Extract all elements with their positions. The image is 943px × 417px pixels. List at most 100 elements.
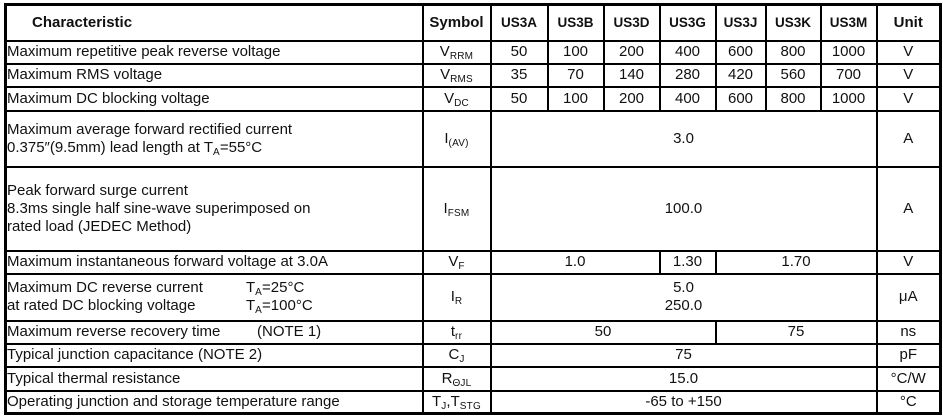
iav-characteristic-line2: 0.375″(9.5mm) lead length at TA=55°C bbox=[7, 138, 263, 158]
ir-value-at-25c: 5.0 bbox=[673, 279, 694, 296]
row-ifsm: Peak forward surge current 8.3ms single … bbox=[4, 165, 942, 252]
header-part-us3d: US3D bbox=[602, 3, 661, 42]
header-characteristic: Characteristic bbox=[4, 3, 424, 42]
vf-characteristic: Maximum instantaneous forward voltage at… bbox=[4, 249, 424, 275]
vrms-value-us3g: 280 bbox=[658, 62, 717, 88]
vf-value-us3j-us3m: 1.70 bbox=[714, 249, 878, 275]
vdc-value-us3m: 1000 bbox=[819, 85, 878, 112]
ifsm-characteristic-line1: Peak forward surge current bbox=[7, 181, 188, 199]
vrms-value-us3d: 140 bbox=[602, 62, 661, 88]
header-row: Characteristic Symbol US3A US3B US3D US3… bbox=[4, 3, 942, 42]
ir-value-at-100c: 250.0 bbox=[664, 297, 703, 314]
vrrm-unit: V bbox=[875, 39, 942, 65]
header-part-us3g: US3G bbox=[658, 3, 717, 42]
vrrm-value-us3a: 50 bbox=[489, 39, 549, 65]
tj-tstg-symbol: TJ,TSTG bbox=[421, 389, 492, 415]
row-ir: Maximum DC reverse current TA=25°C at rat… bbox=[4, 272, 942, 322]
maximum-ratings-table: Characteristic Symbol US3A US3B US3D US3… bbox=[4, 3, 942, 415]
tj-tstg-unit: °C bbox=[875, 389, 942, 415]
vdc-value-us3a: 50 bbox=[489, 85, 549, 112]
vrrm-value-us3d: 200 bbox=[602, 39, 661, 65]
trr-unit: ns bbox=[875, 319, 942, 345]
vdc-value-us3k: 800 bbox=[764, 85, 822, 112]
vf-symbol: VF bbox=[421, 249, 492, 275]
rthjl-value: 15.0 bbox=[489, 365, 878, 392]
header-part-us3m: US3M bbox=[819, 3, 878, 42]
vf-unit: V bbox=[875, 249, 942, 275]
cj-symbol: CJ bbox=[421, 342, 492, 368]
ifsm-characteristic-line3: rated load (JEDEC Method) bbox=[7, 217, 192, 235]
trr-characteristic: Maximum reverse recovery time (NOTE 1) bbox=[4, 319, 424, 345]
iav-value: 3.0 bbox=[489, 109, 878, 168]
row-vrms: Maximum RMS voltage VRMS 35 70 140 280 4… bbox=[4, 62, 942, 88]
trr-value-us3j-us3m: 75 bbox=[714, 319, 878, 345]
row-vrrm: Maximum repetitive peak reverse voltage … bbox=[4, 39, 942, 65]
vrrm-value-us3g: 400 bbox=[658, 39, 717, 65]
iav-characteristic-line1: Maximum average forward rectified curren… bbox=[7, 120, 293, 138]
cj-characteristic: Typical junction capacitance (NOTE 2) bbox=[4, 342, 424, 368]
ir-characteristic-line1: Maximum DC reverse current TA=25°C bbox=[7, 279, 421, 298]
trr-symbol: trr bbox=[421, 319, 492, 345]
vrms-characteristic: Maximum RMS voltage bbox=[4, 62, 424, 88]
iav-unit: A bbox=[875, 109, 942, 168]
trr-characteristic-text: Maximum reverse recovery time bbox=[7, 323, 221, 340]
trr-value-us3a-us3g: 50 bbox=[489, 319, 717, 345]
ir-condition-100c: TA=100°C bbox=[246, 297, 313, 316]
vrms-unit: V bbox=[875, 62, 942, 88]
ifsm-value: 100.0 bbox=[489, 165, 878, 252]
rthjl-symbol: RΘJL bbox=[421, 365, 492, 392]
ir-characteristic-line1-text: Maximum DC reverse current bbox=[7, 279, 203, 296]
row-tj-tstg: Operating junction and storage temperatu… bbox=[4, 389, 942, 415]
vrrm-value-us3j: 600 bbox=[714, 39, 767, 65]
header-part-us3k: US3K bbox=[764, 3, 822, 42]
vdc-unit: V bbox=[875, 85, 942, 112]
iav-symbol: I(AV) bbox=[421, 109, 492, 168]
ifsm-characteristic: Peak forward surge current 8.3ms single … bbox=[4, 165, 424, 252]
row-iav: Maximum average forward rectified curren… bbox=[4, 109, 942, 168]
header-unit: Unit bbox=[875, 3, 942, 42]
iav-characteristic: Maximum average forward rectified curren… bbox=[4, 109, 424, 168]
vrms-value-us3j: 420 bbox=[714, 62, 767, 88]
ir-condition-25c: TA=25°C bbox=[246, 279, 305, 298]
vrms-value-us3m: 700 bbox=[819, 62, 878, 88]
ir-symbol: IR bbox=[421, 272, 492, 322]
vf-value-us3a-us3d: 1.0 bbox=[489, 249, 661, 275]
vdc-symbol: VDC bbox=[421, 85, 492, 112]
vrrm-value-us3b: 100 bbox=[546, 39, 605, 65]
ir-unit: μA bbox=[875, 272, 942, 322]
tj-tstg-value: -65 to +150 bbox=[489, 389, 878, 415]
cj-value: 75 bbox=[489, 342, 878, 368]
vdc-value-us3b: 100 bbox=[546, 85, 605, 112]
row-vf: Maximum instantaneous forward voltage at… bbox=[4, 249, 942, 275]
trr-note: (NOTE 1) bbox=[257, 323, 322, 340]
row-cj: Typical junction capacitance (NOTE 2) CJ… bbox=[4, 342, 942, 368]
vrms-symbol: VRMS bbox=[421, 62, 492, 88]
tj-tstg-characteristic: Operating junction and storage temperatu… bbox=[4, 389, 424, 415]
vrms-value-us3b: 70 bbox=[546, 62, 605, 88]
ir-characteristic-line2: at rated DC blocking voltage TA=100°C bbox=[7, 297, 421, 316]
vf-value-us3g: 1.30 bbox=[658, 249, 717, 275]
header-symbol: Symbol bbox=[421, 3, 492, 42]
header-part-us3b: US3B bbox=[546, 3, 605, 42]
vrms-value-us3k: 560 bbox=[764, 62, 822, 88]
vrrm-characteristic: Maximum repetitive peak reverse voltage bbox=[4, 39, 424, 65]
row-rthjl: Typical thermal resistance RΘJL 15.0 °C/… bbox=[4, 365, 942, 392]
vrms-value-us3a: 35 bbox=[489, 62, 549, 88]
ifsm-symbol: IFSM bbox=[421, 165, 492, 252]
vdc-value-us3j: 600 bbox=[714, 85, 767, 112]
vdc-value-us3g: 400 bbox=[658, 85, 717, 112]
row-vdc: Maximum DC blocking voltage VDC 50 100 2… bbox=[4, 85, 942, 112]
ir-characteristic-line2-text: at rated DC blocking voltage bbox=[7, 297, 196, 314]
vrrm-value-us3m: 1000 bbox=[819, 39, 878, 65]
header-part-us3a: US3A bbox=[489, 3, 549, 42]
ir-values: 5.0 250.0 bbox=[489, 272, 878, 322]
rthjl-unit: °C/W bbox=[875, 365, 942, 392]
ifsm-characteristic-line2: 8.3ms single half sine-wave superimposed… bbox=[7, 199, 311, 217]
rthjl-characteristic: Typical thermal resistance bbox=[4, 365, 424, 392]
vdc-value-us3d: 200 bbox=[602, 85, 661, 112]
ifsm-unit: A bbox=[875, 165, 942, 252]
row-trr: Maximum reverse recovery time (NOTE 1) tr… bbox=[4, 319, 942, 345]
vrrm-value-us3k: 800 bbox=[764, 39, 822, 65]
cj-unit: pF bbox=[875, 342, 942, 368]
